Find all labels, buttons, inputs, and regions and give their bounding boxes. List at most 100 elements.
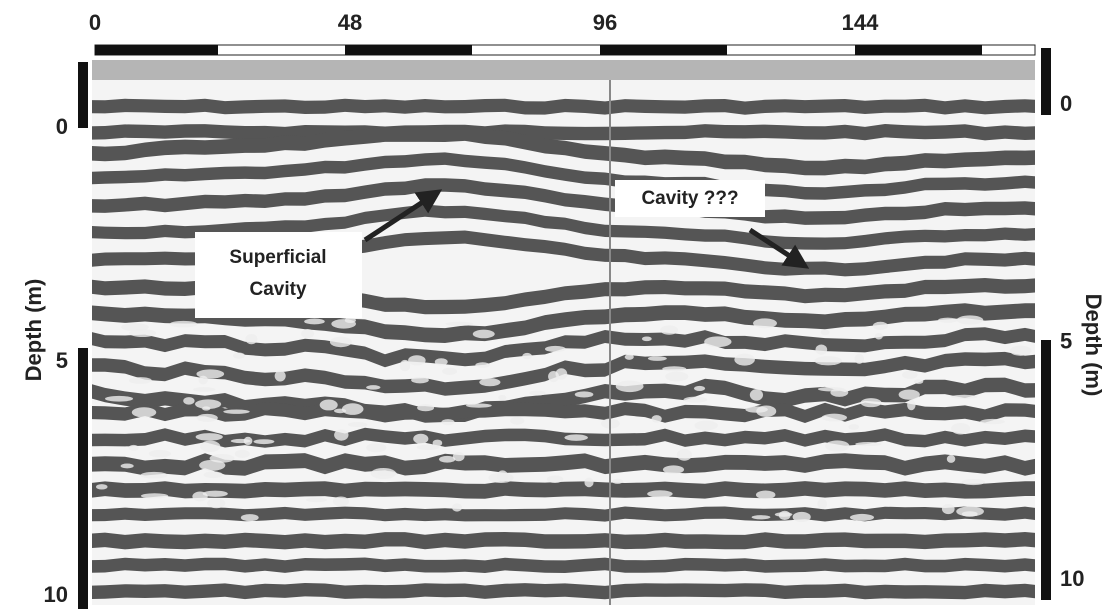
speckle: [198, 375, 208, 385]
speckle: [774, 512, 793, 517]
speckle: [902, 370, 918, 379]
speckle: [814, 356, 843, 366]
speckle: [898, 389, 920, 400]
speckle: [128, 377, 152, 384]
speckle: [498, 394, 507, 401]
annotation-arrow: [748, 227, 810, 269]
reflector: [92, 303, 1035, 343]
speckle: [950, 394, 978, 399]
speckle: [245, 334, 258, 345]
speckle: [169, 320, 198, 328]
speckle: [366, 443, 387, 453]
annotation-superficial: Superficial Cavity: [195, 189, 443, 318]
speckle: [408, 355, 426, 366]
speckle: [647, 490, 673, 498]
speckle: [452, 451, 465, 462]
speckle: [192, 491, 208, 502]
speckle: [615, 380, 644, 393]
speckle: [413, 433, 429, 444]
speckle: [792, 511, 811, 523]
speckle: [140, 471, 168, 479]
speckle: [694, 420, 718, 431]
left-tick-label: 0: [56, 114, 68, 139]
reflector: [92, 204, 1035, 250]
speckle: [612, 478, 623, 484]
speckle: [304, 318, 325, 325]
speckle: [347, 422, 368, 428]
speckle: [651, 415, 662, 423]
speckle: [195, 433, 223, 441]
speckle: [200, 440, 221, 453]
radargram: [92, 60, 1035, 605]
speckle: [432, 439, 443, 447]
speckle: [546, 475, 564, 483]
left-scale-bar: [78, 62, 88, 609]
annotation-text: Superficial: [229, 247, 326, 268]
speckle: [676, 449, 692, 461]
speckle: [417, 404, 435, 412]
speckle: [860, 398, 882, 408]
speckle: [253, 439, 275, 445]
speckle: [529, 390, 546, 396]
speckle: [131, 407, 157, 418]
speckle: [734, 353, 755, 366]
speckle: [756, 405, 777, 417]
left-tick-label: 10: [44, 582, 68, 607]
speckle: [329, 336, 352, 348]
speckle: [624, 354, 634, 360]
speckle: [683, 396, 708, 403]
speckle: [120, 463, 134, 469]
speckle: [223, 409, 250, 414]
speckle: [946, 455, 956, 463]
right-tick-label: 0: [1060, 91, 1072, 116]
speckle: [980, 418, 1005, 425]
speckle: [854, 353, 865, 364]
speckle: [496, 470, 509, 482]
speckle: [693, 385, 706, 392]
annotation-box: [195, 232, 362, 318]
speckle: [662, 465, 685, 474]
speckle: [751, 515, 771, 520]
speckle: [183, 397, 195, 405]
speckle: [872, 321, 889, 330]
speckle: [753, 318, 777, 329]
right-tick-label: 10: [1060, 566, 1084, 591]
reflector: [92, 532, 1035, 550]
speckle: [913, 379, 924, 384]
reflector: [92, 583, 1035, 600]
speckle: [306, 497, 328, 503]
speckle: [472, 329, 495, 339]
speckle: [451, 503, 463, 512]
speckle: [243, 436, 253, 446]
speckle: [584, 477, 594, 488]
reflector: [92, 98, 1035, 115]
left-tick-label: 5: [56, 348, 68, 373]
speckle: [815, 344, 828, 355]
speckle: [445, 321, 474, 326]
speckle: [370, 467, 397, 480]
speckle: [660, 325, 679, 335]
speckle: [95, 484, 108, 490]
speckle: [399, 359, 411, 372]
annotation-cavity: Cavity ???: [615, 180, 810, 269]
speckle: [961, 511, 978, 517]
speckle: [574, 391, 594, 398]
speckle: [434, 358, 448, 366]
speckle: [301, 328, 315, 339]
speckle: [830, 388, 849, 397]
reflector: [92, 126, 1035, 176]
annotation-text: Cavity: [249, 279, 306, 300]
speckle: [234, 449, 250, 458]
speckle: [416, 444, 440, 451]
reflector: [92, 152, 1035, 200]
speckle: [848, 424, 860, 430]
reflector: [92, 278, 1035, 315]
speckle: [874, 332, 883, 340]
speckle: [193, 387, 216, 392]
top-tick-label: 96: [593, 10, 617, 35]
speckle: [233, 352, 245, 359]
speckle: [849, 513, 875, 521]
right-axis-label: Depth (m): [1081, 294, 1106, 397]
speckle: [129, 329, 157, 337]
